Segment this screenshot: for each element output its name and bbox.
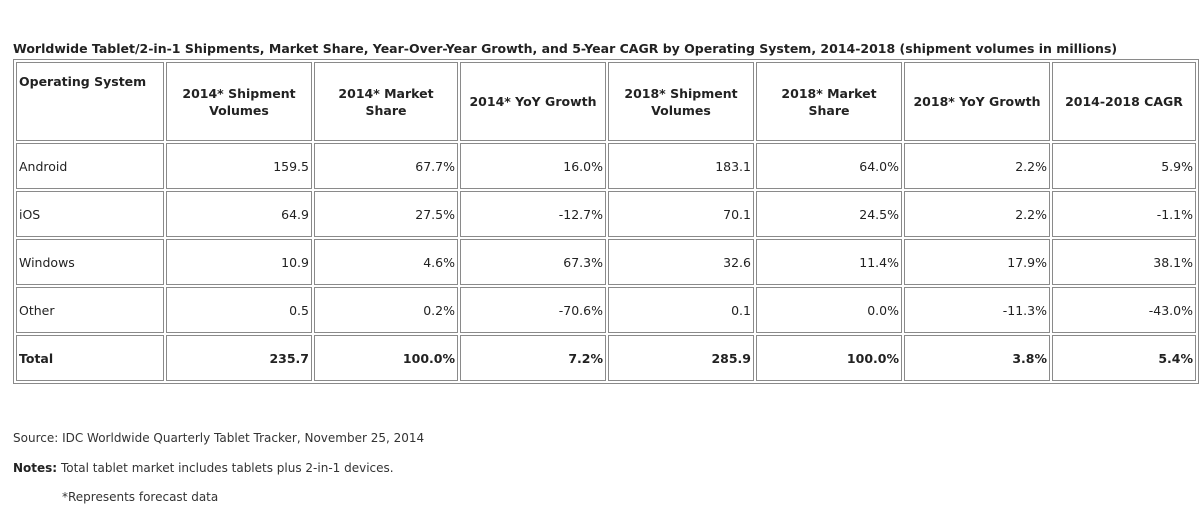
table-cell: 16.0% — [460, 143, 606, 189]
table-cell: 285.9 — [608, 335, 754, 381]
table-row-windows: Windows 10.9 4.6% 67.3% 32.6 11.4% 17.9%… — [16, 239, 1196, 285]
os-label: Other — [16, 287, 164, 333]
header-row: Operating System 2014* Shipment Volumes … — [16, 62, 1196, 141]
notes-text: Total tablet market includes tablets plu… — [60, 461, 394, 475]
table-cell: 27.5% — [314, 191, 458, 237]
header-2018-market-share: 2018* Market Share — [756, 62, 902, 141]
table-cell: 2.2% — [904, 191, 1050, 237]
table-cell: -43.0% — [1052, 287, 1196, 333]
header-2014-market-share: 2014* Market Share — [314, 62, 458, 141]
table-cell: 3.8% — [904, 335, 1050, 381]
table-cell: 183.1 — [608, 143, 754, 189]
table-row-ios: iOS 64.9 27.5% -12.7% 70.1 24.5% 2.2% -1… — [16, 191, 1196, 237]
os-label: iOS — [16, 191, 164, 237]
table-cell: 64.0% — [756, 143, 902, 189]
forecast-footnote: *Represents forecast data — [62, 490, 219, 504]
table-cell: 32.6 — [608, 239, 754, 285]
table-cell: 67.7% — [314, 143, 458, 189]
table-cell: 11.4% — [756, 239, 902, 285]
table-title: Worldwide Tablet/2-in-1 Shipments, Marke… — [13, 41, 1118, 56]
notes-label: Notes: — [13, 461, 58, 475]
header-2014-shipment-volumes: 2014* Shipment Volumes — [166, 62, 312, 141]
os-label: Android — [16, 143, 164, 189]
table-cell: 100.0% — [314, 335, 458, 381]
total-label: Total — [16, 335, 164, 381]
table-cell: 159.5 — [166, 143, 312, 189]
table-cell: 235.7 — [166, 335, 312, 381]
table-cell: 67.3% — [460, 239, 606, 285]
table-cell: -1.1% — [1052, 191, 1196, 237]
table-row-other: Other 0.5 0.2% -70.6% 0.1 0.0% -11.3% -4… — [16, 287, 1196, 333]
table-cell: 17.9% — [904, 239, 1050, 285]
table-row-total: Total 235.7 100.0% 7.2% 285.9 100.0% 3.8… — [16, 335, 1196, 381]
table-cell: 100.0% — [756, 335, 902, 381]
table-cell: 10.9 — [166, 239, 312, 285]
table-cell: -12.7% — [460, 191, 606, 237]
table-cell: 5.4% — [1052, 335, 1196, 381]
table-cell: 2.2% — [904, 143, 1050, 189]
os-shipments-table: Operating System 2014* Shipment Volumes … — [13, 59, 1199, 384]
notes-line: Notes: Total tablet market includes tabl… — [13, 461, 394, 475]
table-cell: 5.9% — [1052, 143, 1196, 189]
table-cell: -70.6% — [460, 287, 606, 333]
table-cell: -11.3% — [904, 287, 1050, 333]
table-cell: 70.1 — [608, 191, 754, 237]
table-cell: 0.1 — [608, 287, 754, 333]
table-cell: 7.2% — [460, 335, 606, 381]
header-2018-yoy-growth: 2018* YoY Growth — [904, 62, 1050, 141]
table-cell: 0.2% — [314, 287, 458, 333]
os-label: Windows — [16, 239, 164, 285]
table-row-android: Android 159.5 67.7% 16.0% 183.1 64.0% 2.… — [16, 143, 1196, 189]
header-cagr: 2014-2018 CAGR — [1052, 62, 1196, 141]
source-note: Source: IDC Worldwide Quarterly Tablet T… — [13, 431, 425, 445]
table-cell: 0.5 — [166, 287, 312, 333]
header-2018-shipment-volumes: 2018* Shipment Volumes — [608, 62, 754, 141]
header-2014-yoy-growth: 2014* YoY Growth — [460, 62, 606, 141]
table-cell: 4.6% — [314, 239, 458, 285]
table-cell: 0.0% — [756, 287, 902, 333]
table-cell: 64.9 — [166, 191, 312, 237]
header-operating-system: Operating System — [16, 62, 164, 141]
table-cell: 24.5% — [756, 191, 902, 237]
table-cell: 38.1% — [1052, 239, 1196, 285]
